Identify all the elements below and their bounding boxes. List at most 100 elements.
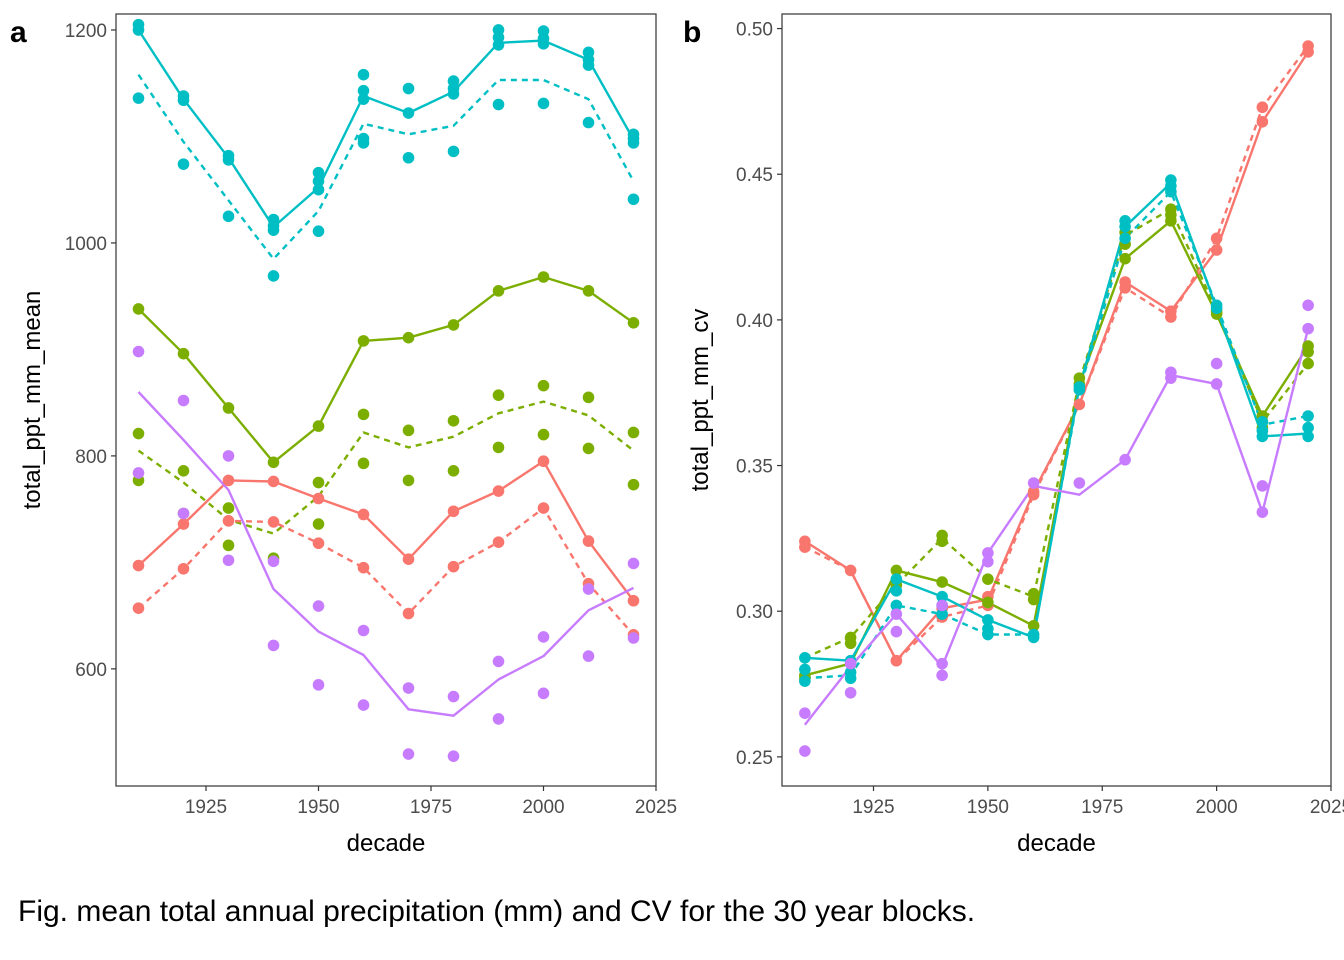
data-point-green bbox=[447, 465, 460, 477]
data-point-purple bbox=[936, 669, 948, 682]
data-point-red bbox=[537, 455, 550, 468]
data-point-cyan bbox=[844, 672, 857, 685]
data-point-green bbox=[1027, 619, 1040, 632]
data-point-red bbox=[1302, 46, 1314, 58]
data-point-red bbox=[582, 535, 595, 547]
series-line-green-dashed bbox=[137, 400, 635, 535]
data-point-green bbox=[582, 442, 595, 455]
data-point-green bbox=[402, 424, 415, 437]
data-point-red bbox=[222, 515, 235, 527]
y-axis-title: total_ppt_mm_cv bbox=[687, 309, 714, 492]
data-point-green bbox=[312, 476, 325, 489]
data-point-purple bbox=[357, 624, 370, 637]
data-point-cyan bbox=[582, 59, 595, 71]
data-point-cyan bbox=[1027, 631, 1040, 644]
data-point-red bbox=[132, 559, 145, 572]
data-point-green bbox=[627, 426, 640, 439]
data-point-cyan bbox=[492, 39, 505, 51]
data-point-red bbox=[447, 560, 460, 573]
data-point-purple bbox=[537, 687, 550, 700]
series-line-green-solid bbox=[137, 275, 635, 464]
plot-border bbox=[115, 13, 657, 787]
data-point-purple bbox=[402, 748, 415, 760]
data-point-cyan bbox=[537, 38, 550, 50]
data-point-purple bbox=[1302, 322, 1314, 335]
data-point-green bbox=[357, 335, 370, 347]
data-point-red bbox=[447, 505, 460, 518]
data-point-green bbox=[1302, 346, 1314, 358]
x-tick-label: 1925 bbox=[185, 797, 227, 818]
data-point-purple bbox=[844, 686, 857, 699]
data-point-cyan bbox=[1302, 410, 1314, 422]
data-point-cyan bbox=[1119, 220, 1131, 233]
data-point-cyan bbox=[890, 573, 903, 585]
series-line-cyan-dashed bbox=[804, 190, 1309, 680]
data-point-red bbox=[627, 594, 640, 607]
y-tick-label: 1000 bbox=[65, 234, 107, 255]
y-tick-label: 0.50 bbox=[736, 20, 773, 41]
data-point-purple bbox=[582, 583, 595, 595]
data-point-red bbox=[402, 607, 415, 620]
data-point-purple bbox=[627, 557, 640, 570]
data-point-cyan bbox=[357, 68, 370, 81]
data-point-green bbox=[447, 319, 460, 331]
data-point-purple bbox=[890, 625, 903, 638]
data-point-purple bbox=[627, 632, 640, 644]
x-tick-label: 2000 bbox=[1195, 797, 1237, 818]
data-point-red bbox=[357, 561, 370, 574]
data-point-purple bbox=[1256, 480, 1269, 492]
data-point-green bbox=[1119, 252, 1131, 265]
data-point-green bbox=[312, 420, 325, 432]
data-point-cyan bbox=[982, 614, 994, 626]
data-point-green bbox=[1165, 215, 1177, 227]
data-point-green bbox=[177, 465, 190, 477]
y-tick-label: 0.45 bbox=[736, 165, 773, 186]
data-point-green bbox=[582, 391, 595, 404]
x-tick-label: 1950 bbox=[297, 797, 339, 818]
y-tick-label: 600 bbox=[75, 660, 107, 681]
data-point-cyan bbox=[222, 154, 235, 166]
data-point-red bbox=[267, 516, 280, 528]
data-point-cyan bbox=[357, 84, 370, 97]
data-point-purple bbox=[447, 750, 460, 762]
y-axis-title: total_ppt_mm_mean bbox=[19, 291, 46, 510]
data-point-purple bbox=[267, 639, 280, 652]
data-point-red bbox=[402, 553, 415, 565]
data-point-cyan bbox=[447, 88, 460, 100]
panel-b-plot: 1925 1950 1975 2000 2025 0.25 0.30 0.35 0.40 0.45… bbox=[687, 13, 1344, 857]
figure: a b 1925 1950 1975 2000 2025 600 800 1000 1200 de… bbox=[10, 13, 1344, 857]
data-point-purple bbox=[1210, 357, 1223, 370]
panel-b-letter: b bbox=[683, 16, 701, 49]
data-point-red bbox=[1256, 101, 1269, 114]
data-point-purple bbox=[1210, 378, 1223, 390]
data-point-purple bbox=[890, 608, 903, 620]
data-point-red bbox=[267, 475, 280, 488]
y-axis: 0.25 0.30 0.35 0.40 0.45 0.50 bbox=[736, 20, 782, 769]
data-point-purple bbox=[447, 690, 460, 703]
data-point-green bbox=[177, 347, 190, 360]
data-point-cyan bbox=[1302, 421, 1314, 434]
series-line-green-dashed bbox=[804, 208, 1310, 659]
data-point-cyan bbox=[799, 663, 811, 676]
data-point-green bbox=[537, 271, 550, 283]
data-point-cyan bbox=[312, 175, 325, 187]
data-point-green bbox=[890, 564, 903, 577]
data-point-purple bbox=[357, 699, 370, 711]
data-point-purple bbox=[1302, 299, 1314, 312]
series-line-purple-solid bbox=[137, 391, 635, 717]
x-tick-label: 1925 bbox=[852, 797, 894, 818]
figure-caption: Fig. mean total annual precipitation (mm… bbox=[18, 895, 976, 928]
data-point-red bbox=[1027, 488, 1040, 501]
data-point-green bbox=[267, 456, 280, 469]
data-point-purple bbox=[1165, 372, 1177, 384]
data-point-green bbox=[1302, 357, 1314, 370]
data-point-green bbox=[132, 427, 145, 440]
data-point-purple bbox=[267, 555, 280, 568]
data-point-cyan bbox=[582, 116, 595, 129]
data-point-cyan bbox=[890, 599, 903, 612]
data-point-red bbox=[177, 518, 190, 530]
data-point-green bbox=[402, 474, 415, 487]
data-point-cyan bbox=[1256, 430, 1269, 443]
data-point-purple bbox=[492, 655, 505, 668]
data-point-cyan bbox=[1073, 384, 1086, 396]
